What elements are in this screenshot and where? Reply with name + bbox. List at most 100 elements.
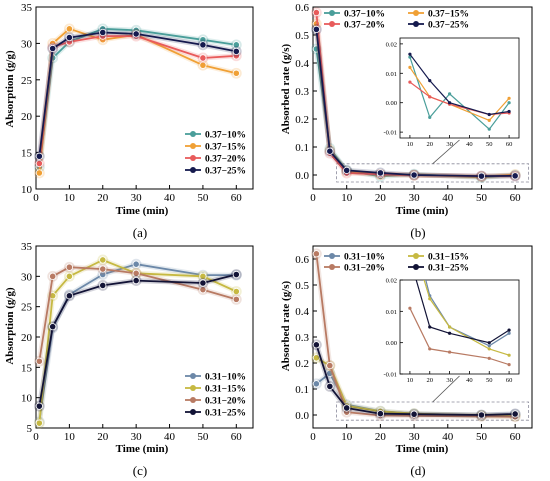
x-tick-label: 60 — [510, 431, 522, 443]
inset-data-point — [428, 347, 432, 351]
data-point — [65, 272, 73, 280]
x-tick-label: 0 — [33, 192, 39, 204]
x-tick-label: 40 — [164, 431, 176, 443]
legend-label: 0.31−20% — [205, 397, 246, 407]
data-point — [232, 287, 240, 296]
y-tick-label: 0.4 — [295, 306, 309, 318]
x-tick-label: 50 — [197, 431, 209, 443]
inset-data-point — [408, 80, 412, 84]
panel-d: 0 10 20 30 40 50 60 0.0 0.1 0.2 0.3 0.4 0.5 0.6 10 20 30… — [295, 245, 533, 443]
panel-b-xlabel: Time (min) — [396, 205, 449, 217]
panel-a-letter: (a) — [133, 225, 147, 240]
x-tick-label: 30 — [409, 192, 421, 204]
inset-data-point — [408, 52, 412, 56]
legend-label: 0.37−20% — [205, 155, 246, 165]
y-tick-label: 25 — [21, 302, 33, 314]
y-tick-label: 0.2 — [295, 358, 309, 370]
x-tick-label: 50 — [197, 192, 209, 204]
y-tick-label: 0.1 — [295, 142, 309, 154]
panel-c-xlabel: Time (min) — [116, 443, 169, 455]
data-point — [511, 172, 519, 180]
inset-y-tick-label: 0.02 — [386, 278, 397, 285]
inset-x-tick-label: 10 — [407, 377, 414, 384]
inset-y-tick-label: 0.01 — [386, 71, 397, 78]
data-point — [132, 276, 140, 285]
inset-data-point — [408, 65, 412, 70]
inset-data-point — [487, 347, 491, 351]
legend-label: 0.31−20% — [344, 264, 385, 274]
data-point — [477, 172, 486, 180]
legend-swatch-marker — [329, 253, 335, 259]
inset-frame — [399, 279, 520, 375]
inset-x-tick-label: 30 — [446, 141, 453, 148]
inset-data-point — [428, 325, 432, 329]
y-tick-label: 0.2 — [295, 114, 309, 126]
legend-swatch-marker — [413, 253, 419, 259]
inset-data-point — [447, 92, 452, 96]
data-point — [410, 171, 418, 179]
legend-swatch-marker — [413, 264, 419, 270]
inset-data-point — [408, 256, 411, 259]
x-tick-label: 30 — [409, 431, 421, 443]
legend-label: 0.31−10% — [205, 373, 246, 383]
legend-label: 0.37−15% — [428, 10, 469, 20]
inset-x-tick-label: 20 — [427, 141, 434, 148]
inset-data-point — [507, 331, 511, 335]
legend-label: 0.37−10% — [344, 10, 385, 20]
panel-c-ylabel: Absorption (g/g) — [4, 287, 16, 365]
y-tick-label: 10 — [21, 393, 33, 405]
data-point — [65, 33, 73, 42]
x-tick-label: 20 — [375, 192, 387, 204]
data-point — [477, 411, 486, 419]
x-tick-label: 40 — [442, 192, 454, 204]
y-tick-label: 25 — [21, 75, 33, 87]
panel-b: 0 10 20 30 40 50 60 0.0 0.1 0.2 0.3 0.4 0.5 0.6 10 20 30… — [295, 2, 533, 204]
y-tick-label: 20 — [21, 111, 33, 123]
inset-plot — [408, 52, 511, 131]
data-point — [132, 269, 140, 277]
inset-data-point — [447, 331, 452, 335]
panel-a: 0 10 20 30 40 50 601015202530350.37−10%0.37−15… — [21, 2, 254, 204]
data-point — [35, 419, 43, 427]
panel-a-xlabel: Time (min) — [116, 205, 169, 217]
legend-swatch-marker — [190, 397, 196, 403]
data-point — [232, 270, 240, 279]
data-point — [99, 265, 107, 273]
data-point — [199, 61, 207, 69]
inset-x-tick-label: 60 — [506, 377, 513, 384]
inset-y-tick-label: -0.01 — [383, 372, 397, 379]
data-point — [99, 256, 107, 264]
inset-y-tick-label: 0.01 — [386, 309, 397, 316]
legend-swatch-marker — [329, 264, 335, 270]
x-tick-label: 30 — [131, 192, 143, 204]
legend-swatch-marker — [190, 373, 196, 379]
x-tick-label: 10 — [341, 431, 353, 443]
y-tick-label: 0.1 — [295, 384, 309, 396]
legend-label: 0.37−25% — [428, 21, 469, 31]
legend-label: 0.31−10% — [344, 253, 385, 263]
y-tick-label: 0.0 — [295, 410, 309, 422]
legend-label: 0.37−20% — [344, 21, 385, 31]
x-tick-label: 20 — [97, 431, 109, 443]
data-point — [312, 354, 320, 362]
inset-y-tick-label: 0.02 — [386, 41, 397, 48]
inset-y-tick-label: -0.01 — [383, 130, 397, 137]
y-tick-label: 0.6 — [295, 254, 309, 266]
legend-label: 0.37−10% — [205, 131, 246, 141]
inset-data-point — [487, 341, 491, 345]
data-point — [199, 54, 207, 62]
x-tick-label: 40 — [442, 431, 454, 443]
inset-x-tick-label: 40 — [466, 377, 473, 384]
legend-swatch-marker — [190, 131, 196, 137]
panel-d-ylabel: Absorbed rate (g/s) — [280, 280, 292, 371]
y-tick-label: 15 — [21, 148, 33, 160]
panel-b-letter: (b) — [410, 225, 425, 240]
data-point — [326, 147, 334, 155]
panel-d-letter: (d) — [410, 463, 425, 478]
inset-data-point — [408, 306, 412, 310]
legend-swatch-marker — [190, 155, 196, 161]
panel-a-ylabel: Absorption (g/g) — [4, 50, 16, 128]
data-point — [99, 281, 107, 290]
data-point — [65, 263, 73, 271]
x-tick-label: 10 — [64, 192, 76, 204]
